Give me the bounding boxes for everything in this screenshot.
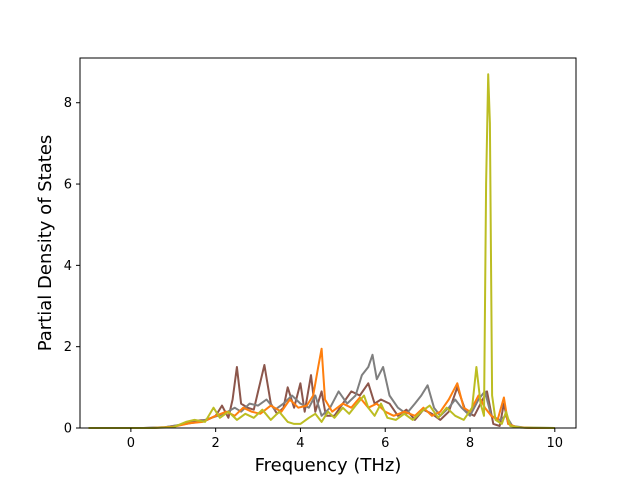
y-tick-label: 4	[64, 259, 72, 274]
series-layer	[88, 73, 555, 429]
y-tick-label: 6	[64, 178, 72, 193]
x-axis-ticks: 0 2 4 6 8 10	[127, 428, 563, 451]
x-tick-label: 0	[127, 436, 135, 451]
series-line-4	[88, 73, 555, 429]
x-tick-label: 4	[296, 436, 304, 451]
y-axis-label: Partial Density of States	[35, 135, 56, 352]
series-line-3	[88, 347, 555, 429]
y-tick-label: 0	[64, 422, 72, 437]
x-axis-label: Frequency (THz)	[255, 455, 402, 476]
x-tick-label: 6	[381, 436, 389, 451]
y-tick-label: 8	[64, 96, 72, 111]
x-tick-label: 10	[547, 436, 564, 451]
x-tick-label: 2	[212, 436, 220, 451]
series-line-1	[88, 364, 555, 429]
x-tick-label: 8	[466, 436, 474, 451]
plot-frame	[79, 57, 577, 429]
y-tick-label: 2	[64, 340, 72, 355]
y-axis-ticks: 0 2 4 6 8	[64, 96, 80, 437]
